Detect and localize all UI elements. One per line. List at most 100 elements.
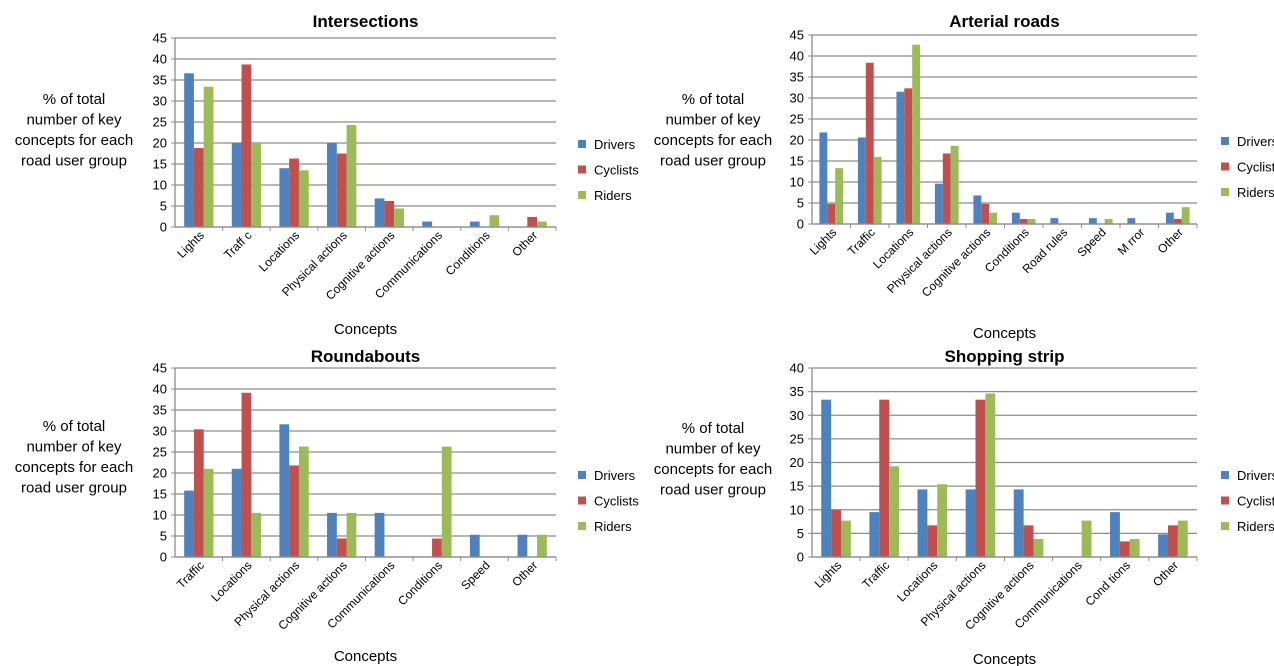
- chart-panel-2: Roundabouts 0 5 10 15 20 25 30 35 40 45 Traffic Loca…: [15, 347, 639, 665]
- legend-swatch-cyclists: [578, 165, 586, 174]
- x-axis-label: Concepts: [334, 648, 397, 665]
- bar-drivers: [327, 143, 337, 227]
- legend-label: Drivers: [594, 468, 636, 483]
- y-tick-label: 25: [153, 115, 167, 130]
- y-tick-label: 0: [160, 220, 167, 235]
- legend-label: Riders: [594, 519, 632, 534]
- bar-riders: [441, 446, 452, 557]
- bar-drivers: [469, 221, 480, 227]
- legend-label: Drivers: [1237, 134, 1274, 149]
- bar-riders: [298, 446, 309, 557]
- bar-riders: [873, 156, 882, 224]
- bar-riders: [346, 512, 357, 557]
- bar-drivers: [184, 490, 194, 557]
- legend-label: Drivers: [594, 137, 636, 152]
- x-category-label: Locations: [894, 558, 940, 604]
- bar-drivers: [869, 512, 880, 557]
- chart-title: Shopping strip: [945, 347, 1065, 366]
- bar-drivers: [857, 137, 866, 224]
- bar-riders: [298, 170, 309, 227]
- x-category-label: Traffic: [845, 225, 878, 258]
- y-tick-label: 40: [153, 382, 167, 397]
- bar-riders: [1033, 539, 1044, 557]
- y-tick-label: 30: [790, 91, 804, 106]
- y-tick-label: 20: [790, 133, 804, 148]
- bar-drivers: [896, 91, 905, 224]
- y-tick-label: 40: [790, 361, 804, 376]
- bar-riders: [489, 215, 500, 227]
- x-category-label: Locations: [256, 228, 302, 274]
- bar-drivers: [821, 399, 832, 557]
- y-tick-label: 35: [153, 73, 167, 88]
- x-category-label: Traff c: [221, 228, 254, 261]
- bar-drivers: [965, 489, 976, 557]
- y-tick-label: 5: [160, 199, 167, 214]
- y-tick-label: 15: [153, 157, 167, 172]
- bar-riders: [203, 86, 214, 227]
- y-tick-label: 5: [160, 529, 167, 544]
- bar-cyclists: [241, 64, 252, 228]
- bar-cyclists: [1168, 525, 1178, 557]
- x-category-label: Other: [509, 558, 540, 589]
- bar-cyclists: [193, 429, 204, 557]
- bar-riders: [394, 208, 404, 227]
- chart-title: Roundabouts: [311, 347, 421, 366]
- bar-riders: [1104, 218, 1113, 224]
- y-axis-label-line: % of total: [43, 91, 106, 108]
- bar-drivers: [184, 73, 194, 227]
- y-tick-label: 35: [790, 384, 804, 399]
- bar-cyclists: [289, 158, 299, 227]
- legend-label: Cyclists: [594, 494, 639, 509]
- bar-drivers: [1165, 212, 1174, 224]
- x-category-label: Other: [1155, 225, 1186, 256]
- bar-drivers: [1088, 218, 1097, 224]
- legend-label: Riders: [594, 188, 632, 203]
- y-tick-label: 15: [790, 154, 804, 169]
- x-category-label: Speed: [458, 558, 492, 592]
- x-category-label: Speed: [1074, 225, 1108, 259]
- y-tick-label: 15: [153, 487, 167, 502]
- y-axis-label-line: number of key: [26, 112, 122, 129]
- y-axis-label-line: road user group: [660, 482, 766, 499]
- chart-panel-1: Arterial roads 0 5 10 15 20 25 30 35 40 45 Lights Tr…: [654, 12, 1274, 342]
- bar-drivers: [1158, 534, 1169, 557]
- y-tick-label: 0: [797, 550, 804, 565]
- bar-cyclists: [827, 203, 836, 224]
- bar-drivers: [279, 424, 290, 557]
- bar-cyclists: [1019, 218, 1028, 224]
- bar-drivers: [1013, 489, 1024, 557]
- y-tick-label: 5: [797, 526, 804, 541]
- bar-riders: [889, 466, 899, 557]
- y-tick-label: 10: [790, 175, 804, 190]
- bar-drivers: [1127, 218, 1136, 224]
- bar-riders: [251, 512, 262, 557]
- bar-riders: [937, 484, 948, 557]
- bar-cyclists: [927, 525, 938, 557]
- bar-cyclists: [1173, 218, 1182, 224]
- y-tick-label: 40: [153, 52, 167, 67]
- bar-riders: [1027, 218, 1036, 224]
- y-tick-label: 45: [153, 31, 167, 46]
- y-tick-label: 20: [153, 466, 167, 481]
- y-axis-label-line: road user group: [660, 153, 766, 170]
- bar-cyclists: [193, 148, 204, 227]
- chart-title: Intersections: [313, 12, 419, 31]
- bar-drivers: [934, 183, 943, 224]
- y-axis-label-line: road user group: [21, 480, 127, 497]
- x-category-label: Locations: [208, 558, 254, 604]
- y-tick-label: 35: [153, 403, 167, 418]
- legend-label: Cyclists: [1237, 160, 1274, 175]
- y-tick-label: 30: [790, 408, 804, 423]
- x-category-label: Traffic: [859, 558, 892, 591]
- legend-swatch-drivers: [578, 140, 586, 148]
- bar-cyclists: [241, 392, 252, 557]
- x-category-label: Conditions: [443, 228, 493, 278]
- legend-swatch-riders: [1221, 522, 1229, 530]
- bar-cyclists: [527, 216, 538, 227]
- bar-riders: [251, 143, 262, 227]
- bar-riders: [1181, 207, 1190, 224]
- x-category-label: Lights: [807, 225, 840, 258]
- y-tick-label: 25: [790, 112, 804, 127]
- bar-drivers: [973, 195, 982, 224]
- y-axis-label-line: number of key: [665, 112, 761, 129]
